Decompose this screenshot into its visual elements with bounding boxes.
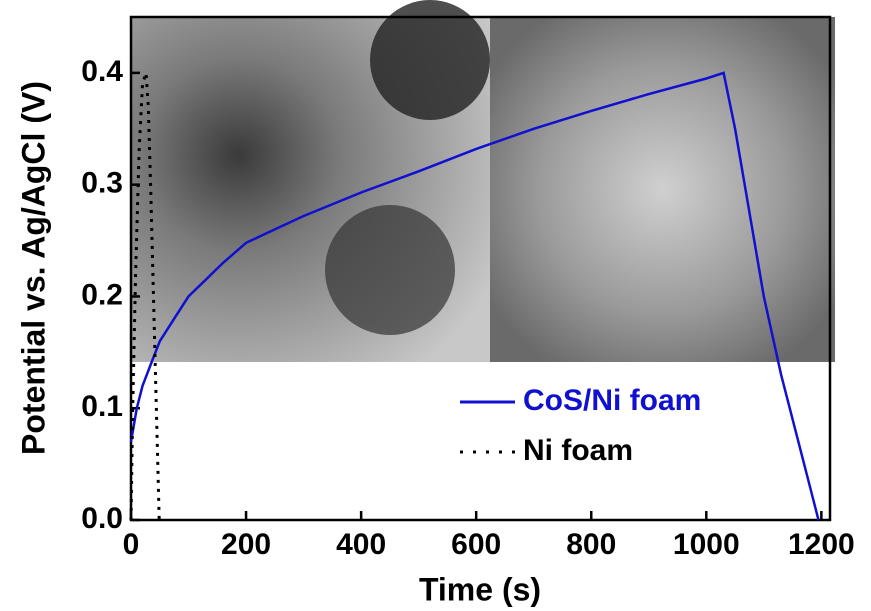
y-tick-label: 0.1 [81, 390, 123, 423]
legend-label: Ni foam [523, 434, 633, 467]
x-tick-label: 1200 [788, 528, 855, 561]
x-tick-label: 1000 [673, 528, 740, 561]
sem-inset [490, 17, 835, 362]
x-tick-label: 800 [566, 528, 616, 561]
page: {"chart_data": { "type": "line", "x_labe… [0, 0, 871, 611]
y-tick-label: 0.4 [81, 55, 123, 88]
x-tick-label: 0 [123, 528, 140, 561]
y-tick-label: 0.3 [81, 167, 123, 200]
x-tick-label: 200 [221, 528, 271, 561]
x-tick-label: 400 [336, 528, 386, 561]
chart: Time (s) Potential vs. Ag/AgCl (V) 0 200 4… [0, 0, 871, 611]
legend-label: CoS/Ni foam [523, 384, 701, 417]
y-tick-label: 0.0 [81, 502, 123, 535]
tem-inset-detail [325, 205, 455, 335]
x-tick-label: 600 [451, 528, 501, 561]
y-axis-title: Potential vs. Ag/AgCl (V) [15, 81, 51, 455]
y-tick-label: 0.2 [81, 278, 123, 311]
x-axis-title: Time (s) [419, 571, 541, 607]
